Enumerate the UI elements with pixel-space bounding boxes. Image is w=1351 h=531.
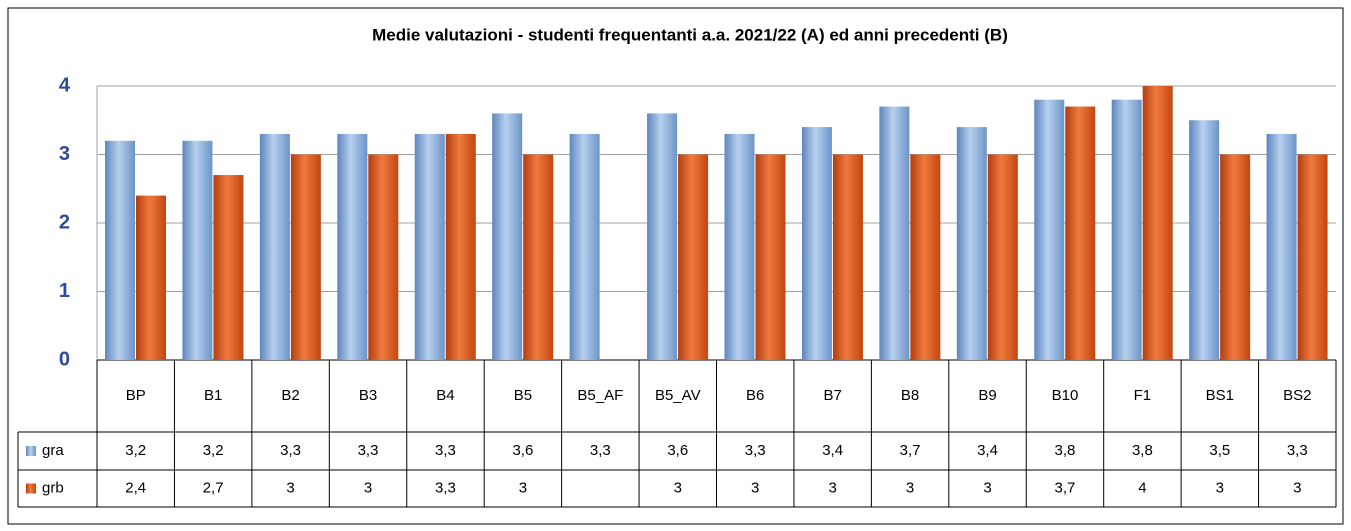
legend-label: gra bbox=[42, 442, 64, 459]
bar bbox=[678, 154, 709, 360]
data-label: 3,3 bbox=[435, 479, 456, 496]
bar bbox=[136, 195, 166, 360]
data-label: 3 bbox=[1293, 479, 1301, 496]
bar bbox=[445, 133, 476, 360]
x-tick-label: F1 bbox=[1134, 387, 1152, 404]
y-tick-label: 2 bbox=[59, 211, 70, 233]
x-tick-label: BS2 bbox=[1283, 387, 1311, 404]
bar bbox=[987, 154, 1018, 360]
data-label: 3,3 bbox=[1287, 442, 1308, 459]
data-label: 3,8 bbox=[1132, 442, 1153, 459]
y-tick-label: 0 bbox=[59, 348, 70, 370]
bar bbox=[724, 133, 755, 360]
x-tick-label: B5_AV bbox=[655, 387, 701, 404]
data-label: 3,5 bbox=[1209, 442, 1230, 459]
bar bbox=[1266, 133, 1297, 360]
data-label: 3,7 bbox=[1055, 479, 1076, 496]
x-tick-label: B1 bbox=[204, 387, 222, 404]
bar bbox=[1065, 106, 1096, 360]
x-tick-label: B6 bbox=[746, 387, 764, 404]
bar bbox=[213, 175, 244, 360]
x-tick-label: B2 bbox=[281, 387, 299, 404]
x-tick-label: B10 bbox=[1052, 387, 1079, 404]
data-label: 3 bbox=[983, 479, 991, 496]
x-tick-label: B7 bbox=[823, 387, 841, 404]
data-label: 3 bbox=[364, 479, 372, 496]
data-label: 3,7 bbox=[900, 442, 921, 459]
bar bbox=[910, 154, 941, 360]
bar bbox=[832, 154, 863, 360]
data-label: 3 bbox=[519, 479, 527, 496]
data-label: 3 bbox=[1216, 479, 1224, 496]
bar bbox=[1034, 99, 1065, 360]
y-tick-label: 3 bbox=[59, 143, 70, 165]
bar bbox=[259, 133, 290, 360]
bar bbox=[1189, 120, 1220, 360]
x-tick-label: B5_AF bbox=[577, 387, 623, 404]
data-label: 3,3 bbox=[745, 442, 766, 459]
x-tick-label: B3 bbox=[359, 387, 377, 404]
y-tick-label: 4 bbox=[59, 74, 71, 96]
bar bbox=[182, 140, 213, 360]
x-tick-label: B4 bbox=[436, 387, 454, 404]
data-label: 4 bbox=[1138, 479, 1146, 496]
bar bbox=[801, 127, 832, 360]
data-label: 3 bbox=[286, 479, 294, 496]
data-label: 3,4 bbox=[822, 442, 843, 459]
data-label: 3,4 bbox=[977, 442, 998, 459]
bar bbox=[569, 133, 600, 360]
chart-title: Medie valutazioni - studenti frequentant… bbox=[372, 25, 1008, 44]
data-label: 3,2 bbox=[125, 442, 146, 459]
data-label: 3,6 bbox=[512, 442, 533, 459]
data-label: 3,3 bbox=[280, 442, 301, 459]
legend-swatch bbox=[26, 483, 36, 494]
bar bbox=[647, 113, 678, 361]
data-label: 3,2 bbox=[203, 442, 224, 459]
bar bbox=[492, 113, 523, 361]
data-label: 2,4 bbox=[125, 479, 146, 496]
bar bbox=[523, 154, 554, 360]
bar bbox=[1220, 154, 1251, 360]
bar bbox=[956, 127, 987, 360]
data-label: 3 bbox=[751, 479, 759, 496]
bar bbox=[879, 106, 910, 360]
bar bbox=[368, 154, 399, 360]
x-tick-label: BP bbox=[126, 387, 146, 404]
bar bbox=[337, 133, 368, 360]
legend-swatch bbox=[26, 446, 36, 456]
data-label: 3 bbox=[906, 479, 914, 496]
data-label: 3 bbox=[674, 479, 682, 496]
data-label: 2,7 bbox=[203, 479, 224, 496]
bar bbox=[755, 154, 786, 360]
bar bbox=[105, 140, 135, 360]
x-tick-label: B8 bbox=[901, 387, 919, 404]
y-tick-label: 1 bbox=[59, 280, 70, 302]
x-tick-label: BS1 bbox=[1206, 387, 1234, 404]
x-tick-label: B9 bbox=[978, 387, 996, 404]
bar bbox=[1142, 86, 1173, 360]
bar bbox=[290, 154, 321, 360]
data-label: 3,3 bbox=[358, 442, 379, 459]
bar bbox=[1297, 154, 1328, 360]
legend-label: grb bbox=[42, 479, 64, 496]
data-label: 3,6 bbox=[667, 442, 688, 459]
bar bbox=[414, 133, 445, 360]
bar bbox=[1111, 99, 1142, 360]
data-label: 3,8 bbox=[1055, 442, 1076, 459]
data-label: 3,3 bbox=[590, 442, 611, 459]
data-label: 3 bbox=[828, 479, 836, 496]
x-tick-label: B5 bbox=[514, 387, 532, 404]
data-label: 3,3 bbox=[435, 442, 456, 459]
